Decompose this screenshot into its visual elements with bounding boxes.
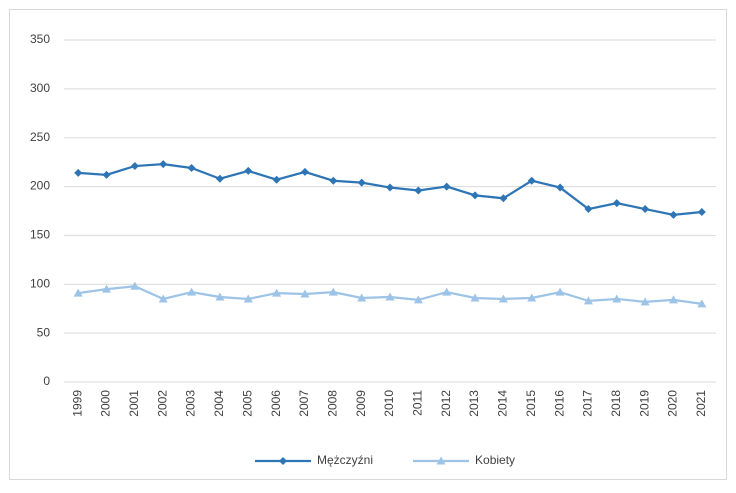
point (499, 194, 508, 203)
point (272, 288, 282, 297)
point (583, 296, 593, 305)
legend-marker (279, 457, 287, 465)
point (414, 186, 423, 195)
point (187, 164, 196, 173)
point (329, 176, 338, 185)
x-tick-label: 2009 (354, 390, 368, 417)
point (612, 294, 622, 303)
point (215, 292, 225, 301)
point (187, 287, 197, 296)
point (697, 299, 707, 308)
point (130, 281, 140, 290)
y-tick-label: 0 (43, 374, 50, 388)
x-tick-label: 2016 (552, 390, 566, 417)
x-tick-label: 2019 (637, 390, 651, 417)
point (158, 294, 168, 303)
point (669, 210, 678, 219)
point (498, 294, 508, 303)
x-tick-label: 2006 (269, 390, 283, 417)
point (442, 287, 452, 296)
x-tick-label: 2012 (439, 390, 453, 417)
point (244, 166, 253, 175)
point (386, 183, 394, 192)
point (697, 207, 706, 216)
x-tick-label: 2002 (155, 390, 169, 417)
x-tick-label: 2011 (411, 390, 425, 416)
y-tick-label: 200 (30, 179, 50, 193)
point (130, 162, 139, 171)
point (641, 205, 650, 214)
legend-label: Mężczyźni (317, 453, 373, 467)
point (640, 297, 650, 306)
x-tick-label: 2000 (99, 390, 113, 417)
x-tick-label: 2017 (581, 390, 595, 417)
point (243, 294, 253, 303)
point (612, 199, 621, 208)
y-tick-label: 50 (37, 325, 51, 339)
x-tick-label: 1999 (70, 390, 84, 417)
point (668, 295, 678, 304)
x-tick-label: 2015 (524, 390, 538, 417)
chart-border (9, 9, 727, 480)
point (272, 175, 281, 184)
y-tick-label: 300 (30, 81, 50, 95)
point (300, 167, 309, 176)
point (102, 170, 111, 179)
point (102, 284, 112, 293)
y-tick-label: 250 (30, 130, 50, 144)
point (584, 205, 593, 214)
point (413, 295, 423, 304)
x-tick-label: 2004 (212, 390, 226, 417)
point (471, 191, 480, 200)
point (300, 289, 310, 298)
x-tick-label: 2003 (184, 390, 198, 417)
point (215, 174, 224, 183)
point (385, 292, 395, 301)
point (527, 293, 537, 302)
y-tick-label: 150 (30, 228, 50, 242)
x-tick-label: 2021 (694, 390, 708, 417)
point (527, 176, 536, 185)
x-tick-label: 2008 (325, 390, 339, 417)
point (555, 287, 565, 296)
legend-marker (436, 456, 446, 465)
point (159, 160, 168, 169)
point (73, 288, 83, 297)
x-tick-label: 2010 (382, 390, 396, 417)
point (357, 178, 366, 187)
x-tick-label: 2007 (297, 390, 311, 417)
point (442, 182, 451, 191)
point (328, 287, 338, 296)
x-tick-label: 2020 (666, 390, 680, 417)
point (74, 168, 83, 177)
x-tick-label: 2001 (127, 390, 141, 417)
point (357, 293, 367, 302)
x-tick-label: 2014 (496, 390, 510, 417)
point (470, 293, 480, 302)
x-tick-label: 2013 (467, 390, 481, 417)
y-tick-label: 100 (30, 276, 50, 290)
point (556, 183, 565, 192)
legend-label: Kobiety (475, 453, 515, 467)
x-tick-label: 2005 (240, 390, 254, 417)
x-tick-label: 2018 (609, 390, 623, 417)
y-tick-label: 350 (30, 32, 50, 46)
